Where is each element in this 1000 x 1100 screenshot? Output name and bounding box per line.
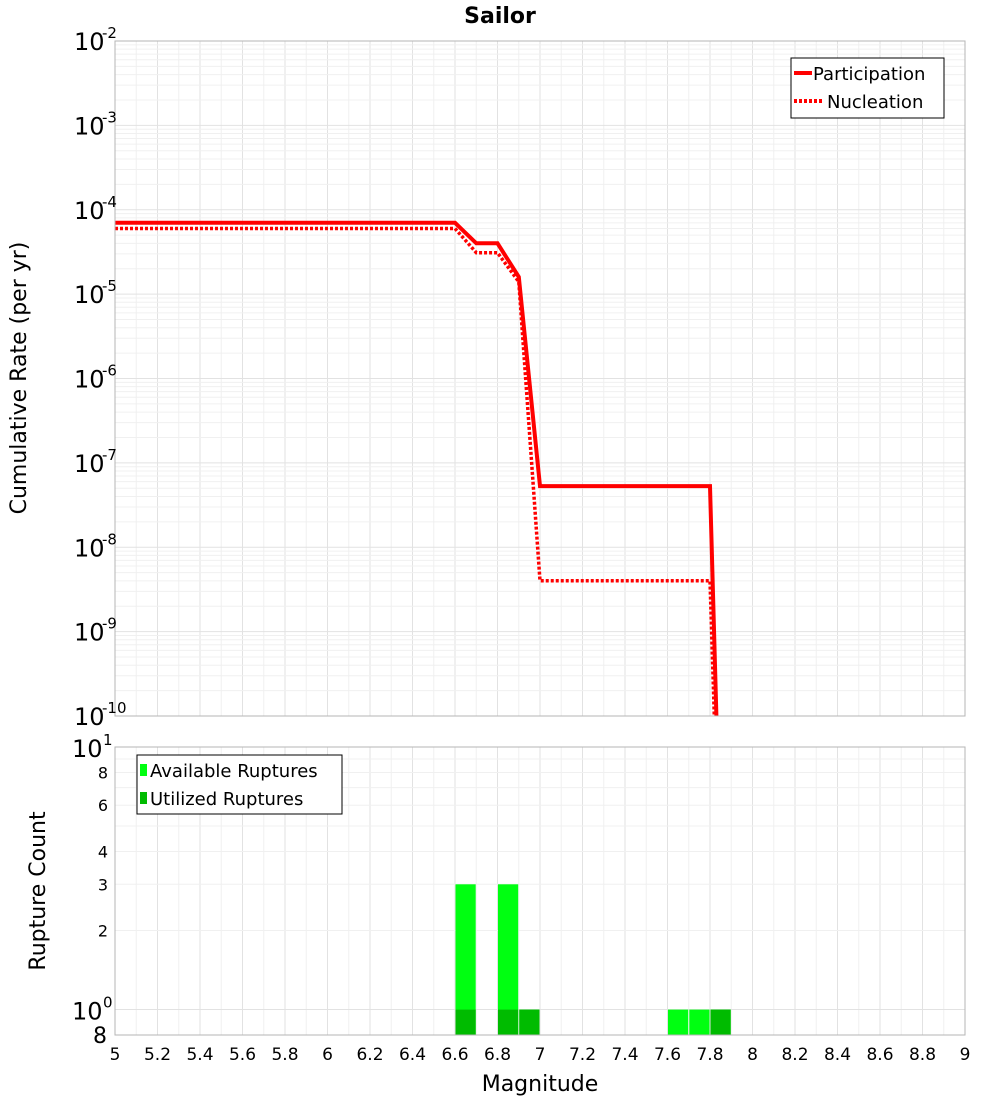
y-tick-exponent: -8 — [102, 530, 117, 548]
utilized-rupture-bar — [455, 1009, 476, 1035]
legend-available-label: Available Ruptures — [150, 761, 318, 782]
rate-plot-legend-box — [790, 57, 945, 119]
rate-plot-y-tick-label: 10-7 — [74, 446, 117, 478]
count-plot-y-tick-label: 3 — [98, 875, 108, 894]
x-tick-label: 7.8 — [696, 1045, 723, 1065]
y-tick-exponent: -2 — [102, 24, 117, 42]
x-tick-label: 8.8 — [909, 1045, 936, 1065]
rate-plot-y-tick-label: 10-3 — [74, 108, 117, 140]
count-plot-y-tick-label: 8 — [93, 1024, 107, 1049]
y-tick-exponent: -6 — [102, 362, 117, 380]
rate-plot-y-tick-label: 10-9 — [74, 615, 117, 647]
y-tick-base: 10 — [74, 534, 105, 562]
rate-plot-y-axis-label: Cumulative Rate (per yr) — [7, 242, 32, 515]
x-tick-label: 9 — [960, 1045, 971, 1065]
y-tick-base: 10 — [74, 197, 105, 225]
available-rupture-bar — [668, 1009, 689, 1035]
legend-available-swatch — [140, 764, 147, 776]
legend-utilized-swatch — [140, 792, 147, 804]
rate-plot-frame — [114, 40, 966, 717]
rate-plot-y-ticks: 10-210-310-410-510-610-710-810-910-10 — [74, 24, 127, 731]
x-tick-label: 6.8 — [484, 1045, 511, 1065]
y-tick-base: 10 — [74, 281, 105, 309]
legend-utilized-label: Utilized Ruptures — [150, 789, 303, 810]
utilized-rupture-bar — [519, 1009, 540, 1035]
y-tick-exponent: -4 — [102, 193, 117, 211]
y-tick-base: 10 — [74, 703, 105, 731]
available-rupture-bar — [455, 884, 476, 1035]
utilized-rupture-bar — [498, 1009, 519, 1035]
count-plot-legend: Available Ruptures Utilized Ruptures — [136, 754, 343, 815]
rate-plot: 10-210-310-410-510-610-710-810-910-10 Cu… — [7, 24, 966, 731]
rate-plot-grid — [114, 41, 966, 717]
rate-plot-legend: Participation Nucleation — [790, 57, 945, 119]
x-tick-label: 7.4 — [611, 1045, 638, 1065]
x-tick-label: 8.4 — [824, 1045, 851, 1065]
count-plot-y-tick-major: 10 1 — [72, 731, 113, 763]
x-tick-label: 5.4 — [186, 1045, 213, 1065]
count-plot-x-ticks: 5 5.2 5.4 5.6 5.8 6 6.2 6.4 6.6 6.8 7 7.2 7.4 7.6 7.8 8… — [110, 1045, 971, 1065]
y-tick-exponent: -5 — [102, 277, 117, 295]
y-tick-base: 10 — [74, 28, 105, 56]
count-plot-y-tick-label: 6 — [98, 796, 108, 815]
utilized-rupture-bar — [710, 1009, 731, 1035]
x-tick-label: 5.6 — [229, 1045, 256, 1065]
x-tick-label: 5 — [110, 1045, 121, 1065]
x-tick-label: 5.2 — [144, 1045, 171, 1065]
rate-plot-y-tick-label: 10-4 — [74, 193, 117, 225]
y-tick-exponent: 1 — [103, 731, 113, 749]
count-plot-frame — [114, 746, 966, 1036]
y-tick-base: 10 — [74, 450, 105, 478]
rate-plot-y-tick-label: 10-8 — [74, 530, 117, 562]
x-tick-label: 8.2 — [781, 1045, 808, 1065]
rate-plot-series — [115, 220, 719, 717]
count-plot-y-tick-label: 2 — [98, 922, 108, 941]
rate-plot-y-tick-label: 10-10 — [74, 699, 127, 731]
x-tick-label: 6 — [322, 1045, 333, 1065]
x-tick-label: 7.6 — [654, 1045, 681, 1065]
x-tick-label: 6.6 — [441, 1045, 468, 1065]
available-rupture-bar — [689, 1009, 710, 1035]
x-tick-label: 5.8 — [271, 1045, 298, 1065]
y-tick-exponent: 0 — [103, 994, 113, 1012]
available-rupture-bar — [498, 884, 519, 1035]
y-tick-base: 10 — [72, 735, 103, 763]
count-plot-grid — [114, 747, 966, 1035]
count-plot-y-tick-label: 4 — [98, 842, 108, 861]
y-tick-exponent: -9 — [102, 615, 117, 633]
y-tick-exponent: -3 — [102, 108, 117, 126]
x-tick-label: 6.2 — [356, 1045, 383, 1065]
rate-plot-y-tick-label: 10-6 — [74, 362, 117, 394]
y-tick-base: 10 — [72, 998, 103, 1026]
x-tick-label: 6.4 — [399, 1045, 426, 1065]
count-plot-y-tick-label: 8 — [98, 763, 108, 782]
series-participation-line — [115, 220, 719, 717]
y-tick-base: 10 — [74, 112, 105, 140]
rate-plot-y-tick-label: 10-5 — [74, 277, 117, 309]
y-tick-exponent: -7 — [102, 446, 117, 464]
rate-plot-y-tick-label: 10-2 — [74, 24, 117, 56]
legend-participation-label: Participation — [813, 64, 925, 85]
count-plot-legend-box — [136, 754, 343, 815]
y-tick-exponent: -10 — [102, 699, 127, 717]
legend-nucleation-label: Nucleation — [827, 92, 923, 113]
series-nucleation-line — [115, 226, 717, 717]
chart-title: Sailor — [464, 4, 536, 29]
x-tick-label: 7 — [535, 1045, 546, 1065]
x-tick-label: 8 — [747, 1045, 758, 1065]
x-tick-label: 8.6 — [866, 1045, 893, 1065]
count-plot-bars — [455, 884, 731, 1035]
x-axis-label: Magnitude — [482, 1072, 599, 1097]
x-tick-label: 7.2 — [569, 1045, 596, 1065]
count-plot-y-tick-major: 10 0 — [72, 994, 113, 1026]
y-tick-base: 10 — [74, 619, 105, 647]
y-tick-base: 10 — [74, 366, 105, 394]
count-plot-y-axis-label: Rupture Count — [26, 811, 51, 971]
